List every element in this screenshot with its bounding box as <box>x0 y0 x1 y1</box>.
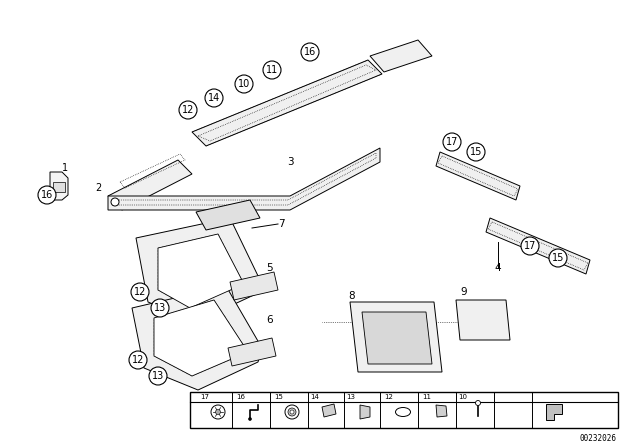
Text: 14: 14 <box>310 394 319 400</box>
Text: 5: 5 <box>266 263 273 273</box>
Text: 3: 3 <box>287 157 293 167</box>
Text: 11: 11 <box>266 65 278 75</box>
Text: 1: 1 <box>62 163 68 173</box>
Ellipse shape <box>396 408 410 417</box>
Circle shape <box>443 133 461 151</box>
Polygon shape <box>546 404 562 420</box>
Text: 10: 10 <box>458 394 467 400</box>
Circle shape <box>263 61 281 79</box>
Circle shape <box>467 143 485 161</box>
Circle shape <box>111 198 119 206</box>
Polygon shape <box>436 405 447 417</box>
Polygon shape <box>136 218 260 322</box>
Text: 13: 13 <box>346 394 355 400</box>
Polygon shape <box>154 300 248 376</box>
Circle shape <box>288 408 296 416</box>
Text: 9: 9 <box>461 287 467 297</box>
Text: 12: 12 <box>134 287 146 297</box>
Circle shape <box>476 401 481 405</box>
Circle shape <box>248 418 252 421</box>
Text: 15: 15 <box>470 147 482 157</box>
Text: 00232026: 00232026 <box>580 434 617 443</box>
Polygon shape <box>108 148 380 210</box>
Text: 10: 10 <box>238 79 250 89</box>
Text: 8: 8 <box>349 291 355 301</box>
Polygon shape <box>360 405 370 419</box>
Circle shape <box>205 89 223 107</box>
Text: 14: 14 <box>208 93 220 103</box>
Polygon shape <box>486 218 590 274</box>
Polygon shape <box>196 200 260 230</box>
Circle shape <box>301 43 319 61</box>
Text: 16: 16 <box>41 190 53 200</box>
Polygon shape <box>50 172 68 200</box>
Circle shape <box>290 410 294 414</box>
Circle shape <box>179 101 197 119</box>
Text: 17: 17 <box>524 241 536 251</box>
Circle shape <box>151 299 169 317</box>
Circle shape <box>38 186 56 204</box>
Polygon shape <box>228 338 276 366</box>
Circle shape <box>235 75 253 93</box>
Text: 16: 16 <box>237 394 246 400</box>
Text: 15: 15 <box>552 253 564 263</box>
Text: 17: 17 <box>446 137 458 147</box>
Polygon shape <box>108 160 192 210</box>
Circle shape <box>216 409 221 414</box>
Text: 17: 17 <box>200 394 209 400</box>
Circle shape <box>149 367 167 385</box>
Text: 11: 11 <box>422 394 431 400</box>
Text: 16: 16 <box>304 47 316 57</box>
Text: 4: 4 <box>495 263 501 273</box>
Text: 12: 12 <box>385 394 394 400</box>
Circle shape <box>211 405 225 419</box>
Polygon shape <box>192 60 382 146</box>
Text: 2: 2 <box>96 183 102 193</box>
Circle shape <box>549 249 567 267</box>
Text: 12: 12 <box>132 355 144 365</box>
Polygon shape <box>158 234 244 308</box>
Polygon shape <box>132 286 262 390</box>
Text: 13: 13 <box>152 371 164 381</box>
Text: 7: 7 <box>278 219 285 229</box>
Text: 6: 6 <box>266 315 273 325</box>
Text: 12: 12 <box>182 105 194 115</box>
Polygon shape <box>350 302 442 372</box>
Polygon shape <box>436 152 520 200</box>
Circle shape <box>285 405 299 419</box>
Circle shape <box>131 283 149 301</box>
Circle shape <box>521 237 539 255</box>
Text: 15: 15 <box>275 394 284 400</box>
Circle shape <box>129 351 147 369</box>
Polygon shape <box>370 40 432 72</box>
Polygon shape <box>456 300 510 340</box>
Polygon shape <box>322 404 336 417</box>
Bar <box>190 392 618 428</box>
Polygon shape <box>53 182 65 192</box>
Polygon shape <box>230 272 278 300</box>
Text: 13: 13 <box>154 303 166 313</box>
Polygon shape <box>362 312 432 364</box>
